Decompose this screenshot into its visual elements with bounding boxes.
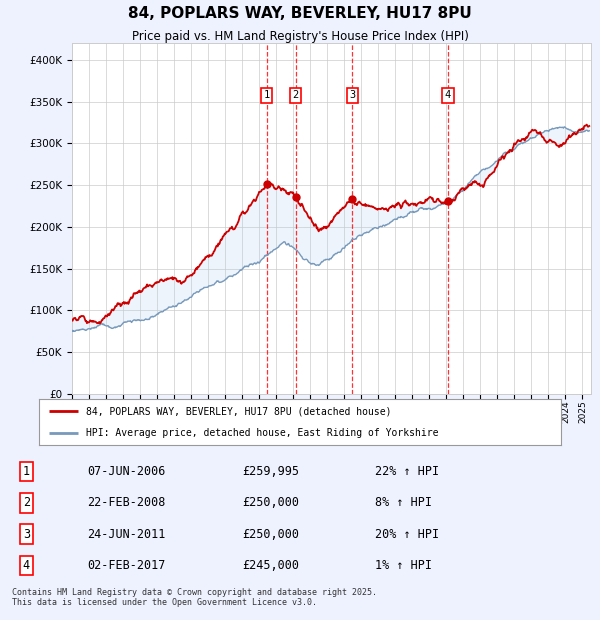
- Text: 4: 4: [445, 90, 451, 100]
- Text: Contains HM Land Registry data © Crown copyright and database right 2025.
This d: Contains HM Land Registry data © Crown c…: [12, 588, 377, 607]
- Text: 4: 4: [23, 559, 30, 572]
- Text: 8% ↑ HPI: 8% ↑ HPI: [375, 496, 432, 509]
- Text: 24-JUN-2011: 24-JUN-2011: [87, 528, 165, 541]
- Text: 02-FEB-2017: 02-FEB-2017: [87, 559, 165, 572]
- Text: 22-FEB-2008: 22-FEB-2008: [87, 496, 165, 509]
- Text: 84, POPLARS WAY, BEVERLEY, HU17 8PU: 84, POPLARS WAY, BEVERLEY, HU17 8PU: [128, 6, 472, 21]
- Text: 2: 2: [23, 496, 30, 509]
- Text: 1: 1: [263, 90, 270, 100]
- Text: 20% ↑ HPI: 20% ↑ HPI: [375, 528, 439, 541]
- Text: 22% ↑ HPI: 22% ↑ HPI: [375, 465, 439, 478]
- Text: £245,000: £245,000: [242, 559, 299, 572]
- Text: HPI: Average price, detached house, East Riding of Yorkshire: HPI: Average price, detached house, East…: [86, 428, 439, 438]
- Text: 1% ↑ HPI: 1% ↑ HPI: [375, 559, 432, 572]
- Text: 1: 1: [23, 465, 30, 478]
- Text: 07-JUN-2006: 07-JUN-2006: [87, 465, 165, 478]
- Text: £250,000: £250,000: [242, 528, 299, 541]
- Text: 3: 3: [349, 90, 356, 100]
- Text: £259,995: £259,995: [242, 465, 299, 478]
- Text: £250,000: £250,000: [242, 496, 299, 509]
- Text: 3: 3: [23, 528, 30, 541]
- Text: 84, POPLARS WAY, BEVERLEY, HU17 8PU (detached house): 84, POPLARS WAY, BEVERLEY, HU17 8PU (det…: [86, 406, 391, 416]
- Text: Price paid vs. HM Land Registry's House Price Index (HPI): Price paid vs. HM Land Registry's House …: [131, 30, 469, 43]
- Text: 2: 2: [292, 90, 299, 100]
